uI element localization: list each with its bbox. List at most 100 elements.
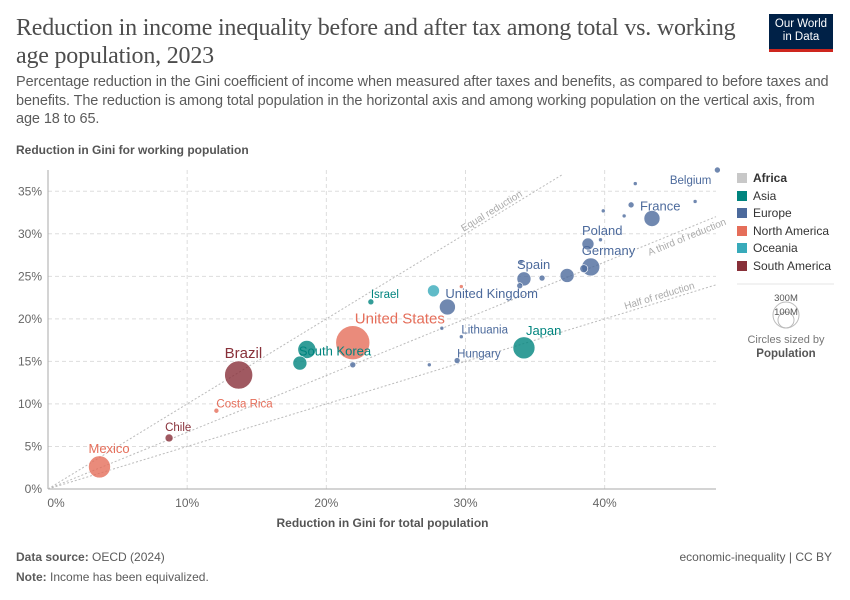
chart-title: Reduction in income inequality before an… <box>16 15 736 69</box>
y-axis-label: Reduction in Gini for working population <box>16 143 249 157</box>
data-point <box>453 357 461 364</box>
legend-label: North America <box>753 223 830 238</box>
y-tick-label: 15% <box>18 354 42 368</box>
y-tick-label: 0% <box>25 482 43 496</box>
legend-label: Oceania <box>753 241 798 256</box>
legend-swatch <box>737 173 747 183</box>
point-label: Japan <box>526 323 561 338</box>
data-point <box>518 259 524 265</box>
data-point <box>292 355 308 371</box>
reference-line <box>47 173 564 490</box>
data-point <box>459 284 464 289</box>
data-point <box>714 166 721 174</box>
point-label: Israel <box>371 289 399 301</box>
legend-swatch <box>737 261 747 271</box>
reference-line <box>47 216 717 490</box>
point-label: Germany <box>582 243 636 258</box>
data-point <box>516 271 532 287</box>
note-label: Note: <box>16 570 47 584</box>
reference-line-label: Equal reduction <box>460 189 525 235</box>
license[interactable]: economic-inequality | CC BY <box>679 550 832 564</box>
point-label: United States <box>355 311 445 328</box>
chart-subtitle: Percentage reduction in the Gini coeffic… <box>16 74 829 127</box>
data-point <box>439 325 445 331</box>
legend-item-south-america[interactable]: South America <box>737 259 831 273</box>
data-point <box>439 298 456 316</box>
size-legend-label: 300M <box>774 293 798 304</box>
data-point <box>459 334 464 340</box>
size-legend-circle <box>777 311 795 329</box>
legend-item-north-america[interactable]: North America <box>737 224 829 238</box>
data-point <box>538 274 546 282</box>
legend-item-oceania[interactable]: Oceania <box>737 241 798 255</box>
size-legend-title: Circles sized by <box>747 334 825 346</box>
size-legend-variable: Population <box>756 348 815 360</box>
point-label: Spain <box>517 257 550 272</box>
y-tick-label: 10% <box>18 397 42 411</box>
point-label: Poland <box>582 223 622 238</box>
data-source: Data source: OECD (2024) <box>16 550 165 564</box>
point-label: United Kingdom <box>445 286 538 301</box>
source-label: Data source: <box>16 550 89 564</box>
x-tick-label: 20% <box>314 496 338 510</box>
data-point <box>349 361 357 369</box>
y-tick-label: 20% <box>18 312 42 326</box>
data-point <box>367 298 375 306</box>
data-point <box>335 325 371 360</box>
data-point <box>627 201 635 209</box>
data-point <box>598 237 603 243</box>
data-point <box>643 210 661 227</box>
x-axis-label: Reduction in Gini for total population <box>276 516 489 530</box>
owid-logo[interactable]: Our World in Data <box>769 14 833 52</box>
data-point <box>512 336 536 360</box>
data-point <box>621 213 627 219</box>
data-point <box>600 208 606 214</box>
legend-swatch <box>737 225 747 236</box>
legend-swatch <box>737 190 747 201</box>
y-tick-label: 35% <box>18 184 42 198</box>
point-label: South Korea <box>299 343 372 358</box>
data-point <box>164 433 174 443</box>
y-tick-label: 30% <box>18 227 42 241</box>
point-label: Chile <box>165 422 191 434</box>
data-point <box>88 455 111 479</box>
legend-swatch <box>737 243 747 254</box>
data-point <box>579 264 589 273</box>
y-tick-label: 25% <box>18 269 42 283</box>
point-label: Hungary <box>457 349 501 361</box>
data-point <box>297 340 317 359</box>
data-point <box>692 199 698 204</box>
x-tick-label: 0% <box>47 496 65 510</box>
data-point <box>427 284 440 298</box>
data-point <box>516 282 524 289</box>
source-link[interactable]: OECD (2024) <box>92 550 165 564</box>
legend-swatch <box>737 208 747 219</box>
point-label: Belgium <box>670 175 712 187</box>
legend-label: Europe <box>753 206 792 221</box>
point-label: France <box>640 198 680 213</box>
point-label: Costa Rica <box>216 399 273 411</box>
data-point <box>581 237 595 251</box>
y-tick-label: 5% <box>25 439 43 453</box>
legend-label: Africa <box>753 171 788 185</box>
x-tick-label: 10% <box>175 496 199 510</box>
note-text: Income has been equivalized. <box>50 570 209 584</box>
data-point <box>224 360 253 390</box>
legend-label: South America <box>753 259 832 273</box>
legend-item-africa[interactable]: Africa <box>737 171 787 185</box>
note: Note: Income has been equivalized. <box>16 570 209 584</box>
x-tick-label: 40% <box>593 496 617 510</box>
data-point <box>213 407 220 414</box>
reference-line-label: Half of reduction <box>623 281 696 313</box>
legend-item-europe[interactable]: Europe <box>737 206 792 220</box>
data-point <box>427 362 432 368</box>
data-point <box>632 181 638 186</box>
reference-line <box>47 284 717 490</box>
legend-item-asia[interactable]: Asia <box>737 189 776 203</box>
legend-label: Asia <box>753 188 777 203</box>
x-tick-label: 30% <box>453 496 477 510</box>
point-label: Mexico <box>88 441 129 456</box>
data-point <box>559 268 575 283</box>
point-label: Lithuania <box>461 325 508 337</box>
